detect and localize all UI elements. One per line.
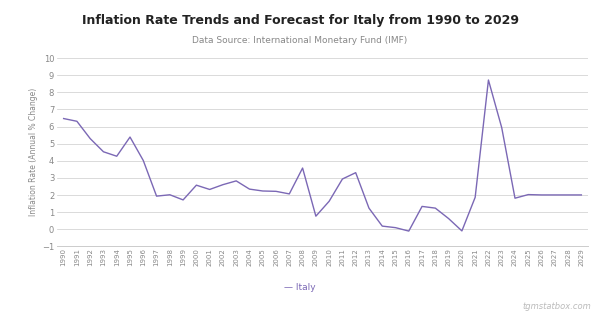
Y-axis label: Inflation Rate (Annual % Change): Inflation Rate (Annual % Change) [29, 88, 38, 216]
Text: tgmstatbox.com: tgmstatbox.com [522, 302, 591, 311]
Text: Inflation Rate Trends and Forecast for Italy from 1990 to 2029: Inflation Rate Trends and Forecast for I… [82, 14, 518, 27]
Text: BOX: BOX [63, 13, 95, 28]
Text: ◆ STAT: ◆ STAT [6, 13, 65, 28]
Text: — Italy: — Italy [284, 283, 316, 292]
Text: Data Source: International Monetary Fund (IMF): Data Source: International Monetary Fund… [193, 36, 407, 45]
